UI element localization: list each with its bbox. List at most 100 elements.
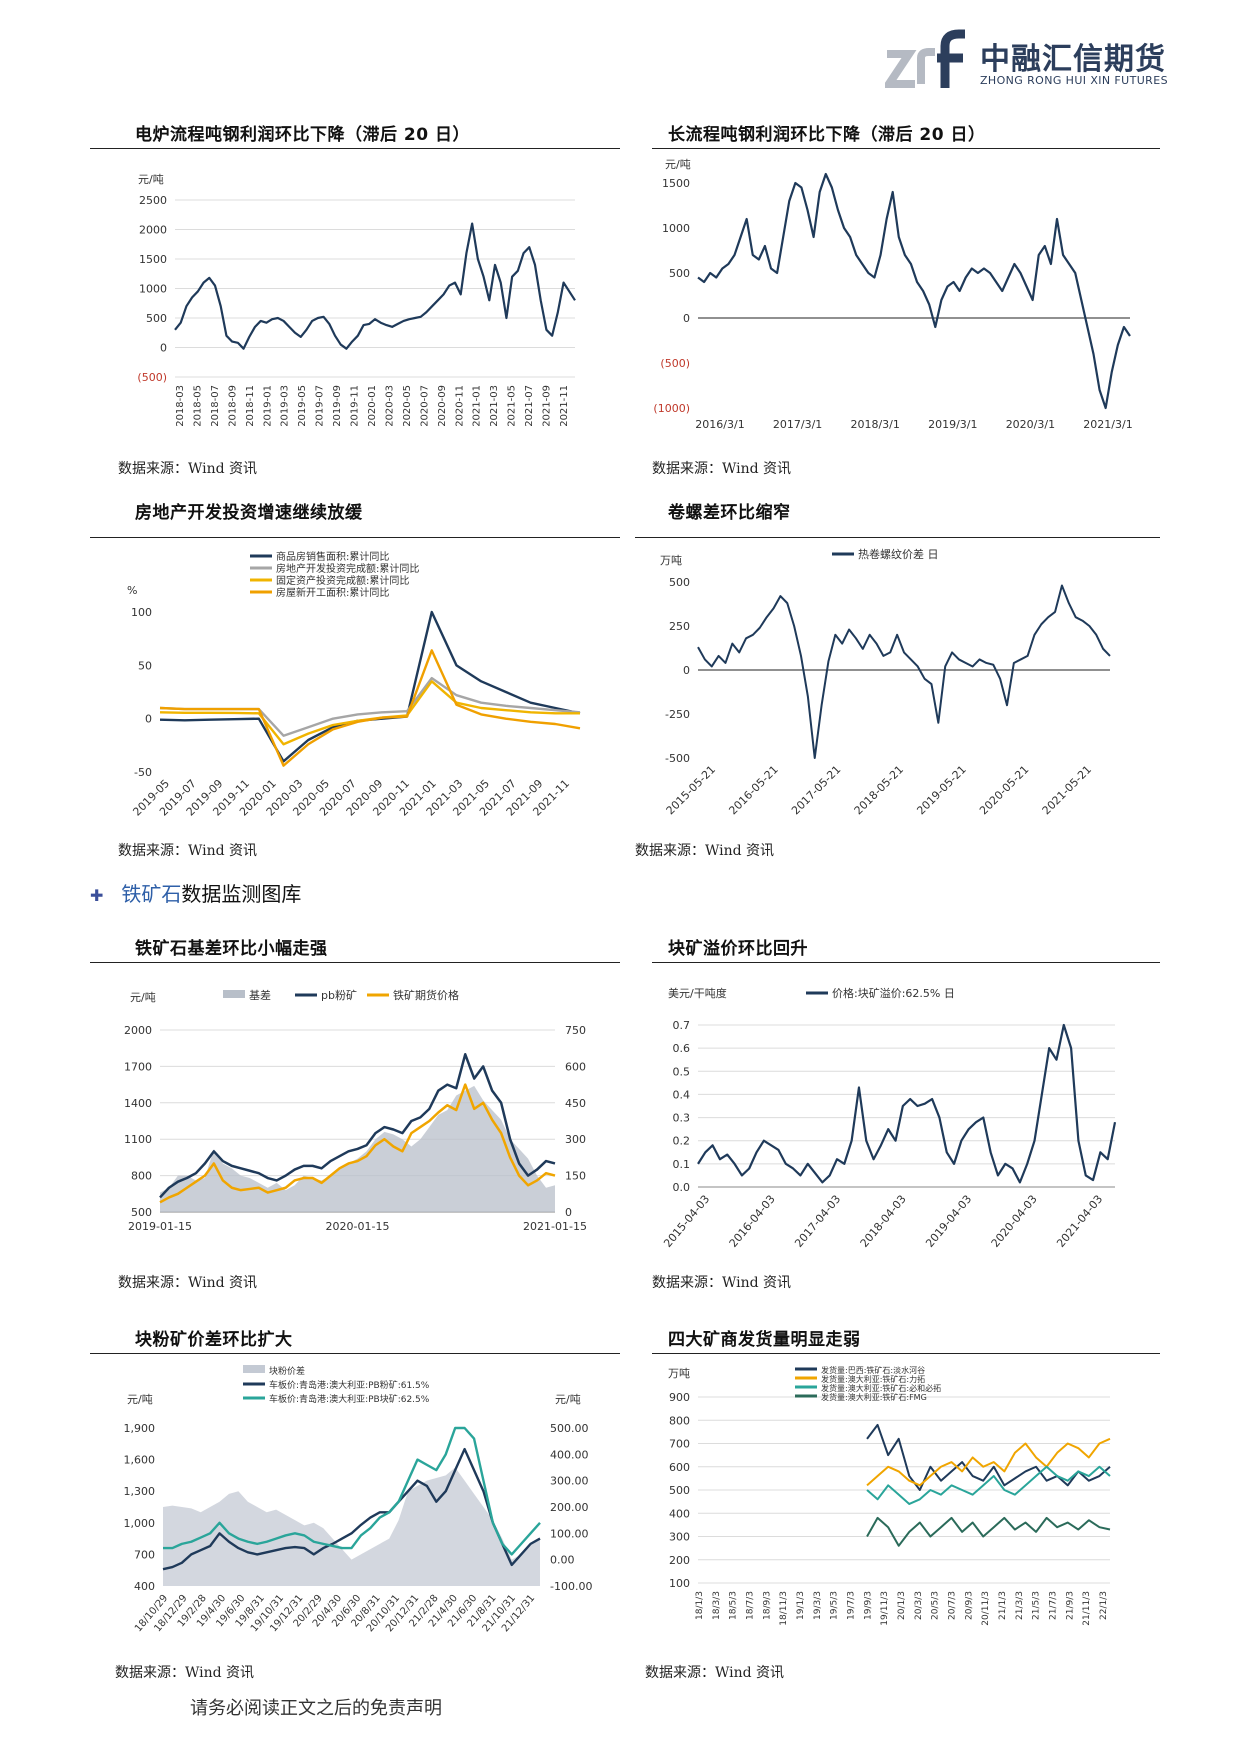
y-tick-label-right: -100.00 <box>550 1580 592 1593</box>
y-tick-label: 2000 <box>124 1024 152 1037</box>
axis-unit-label: 元/吨 <box>127 1393 153 1406</box>
axis-unit-label: 万吨 <box>668 1367 690 1380</box>
chart-3-title: 房地产开发投资增速继续放缓 <box>135 503 363 523</box>
y-tick-label-right: 400.00 <box>550 1448 589 1461</box>
y-tick-label: 0.4 <box>673 1088 691 1101</box>
y-tick-label-right: 150 <box>565 1170 586 1183</box>
chart-4-title: 卷螺差环比缩窄 <box>668 503 791 523</box>
y-tick-label: 500 <box>131 1206 152 1219</box>
x-tick-label: 2020-07 <box>419 385 430 427</box>
y-tick-label-right: 0.00 <box>550 1554 575 1567</box>
y-tick-label: 1400 <box>124 1097 152 1110</box>
x-tick-label: 19/5/3 <box>830 1591 840 1620</box>
y-tick-label: 1700 <box>124 1060 152 1073</box>
x-tick-label: 2021-09 <box>542 385 553 427</box>
x-tick-label: 2019-01 <box>262 385 273 427</box>
real-estate-investment-chart: %100500-502019-052019-072019-092019-1120… <box>127 550 581 819</box>
legend-label: 热卷螺纹价差 日 <box>858 547 939 561</box>
x-tick-label: 2019-04-03 <box>923 1193 974 1250</box>
legend-label: 车板价:青岛港:澳大利亚:PB粉矿:61.5% <box>269 1379 430 1391</box>
divider <box>652 148 1160 149</box>
y-tick-label: 1,600 <box>124 1454 156 1467</box>
series-2-line <box>159 1053 556 1199</box>
chart-3-source: 数据来源：Wind 资讯 <box>118 843 258 859</box>
legend-label: 发货量:澳大利亚:铁矿石:FMG <box>821 1392 927 1402</box>
y-tick-label: 0.7 <box>673 1019 691 1032</box>
x-tick-label: 21/9/3 <box>1065 1591 1075 1620</box>
legend-label: 房屋新开工面积:累计同比 <box>276 586 389 599</box>
series-1-area <box>160 1085 555 1212</box>
axis-unit-label: 元/吨 <box>138 173 164 186</box>
x-tick-label: 2018-05 <box>192 385 203 427</box>
y-tick-label: 400 <box>134 1580 155 1593</box>
x-tick-label: 18/7/3 <box>746 1591 756 1620</box>
x-tick-label: 21/5/3 <box>1032 1591 1042 1620</box>
x-tick-label: 2020-05-21 <box>977 763 1031 817</box>
x-tick-label: 2021/3/1 <box>1083 418 1132 431</box>
chart-1-title: 电炉流程吨钢利润环比下降（滞后 20 日） <box>135 125 470 145</box>
y-tick-label-right: 300.00 <box>550 1475 589 1488</box>
y-tick-label: 0.1 <box>673 1158 691 1171</box>
series-1-line <box>866 1423 1111 1491</box>
y-tick-label: 500 <box>146 312 167 325</box>
big-four-shipments-chart: 万吨 900 800 700 600 500 400 300 200 100 18/1/3 18/3/… <box>668 1365 1111 1626</box>
legend-swatch <box>243 1365 265 1373</box>
y-tick-label: -250 <box>665 708 690 721</box>
series-1-area <box>163 1467 540 1586</box>
series-1-line <box>174 222 576 350</box>
y-tick-label: 0 <box>145 713 152 726</box>
x-tick-label: 2016/3/1 <box>695 418 744 431</box>
legend-label: 价格:块矿溢价:62.5% 日 <box>832 986 955 1000</box>
x-tick-label: 2020-01-15 <box>326 1220 390 1233</box>
x-tick-label: 20/3/3 <box>914 1591 924 1620</box>
series-3-line <box>866 1465 1111 1505</box>
axis-unit-label: 美元/干吨度 <box>668 986 727 1000</box>
series-2-line <box>866 1437 1111 1487</box>
x-tick-label: 2019-03 <box>280 385 291 427</box>
y-tick-label: 500 <box>669 576 690 589</box>
x-tick-label: 2016-05-21 <box>726 763 780 817</box>
x-tick-label: 19/7/3 <box>847 1591 857 1620</box>
x-tick-label: 2019-05-21 <box>914 763 968 817</box>
y-tick-label: -500 <box>665 752 690 765</box>
x-tick-label: 2020/3/1 <box>1006 418 1055 431</box>
y-tick-label: (500) <box>660 357 690 370</box>
series-1-line <box>697 584 1111 759</box>
x-tick-label: 2020-09 <box>437 385 448 427</box>
x-tick-label: 2021-04-03 <box>1054 1193 1105 1250</box>
long-process-profit-chart: 元/吨 1500 1000 500 0 (500) (1000) 2016/3/1 2017/3… <box>653 158 1132 431</box>
legend-label: 发货量:澳大利亚:铁矿石:力拓 <box>821 1374 925 1384</box>
series-1-line <box>697 1023 1117 1184</box>
axis-unit-label-right: 元/吨 <box>555 1393 581 1406</box>
divider <box>635 537 1160 538</box>
section-heading-highlight: 铁矿石 <box>121 882 182 906</box>
series-2-line <box>159 676 581 737</box>
chart-6-title: 块矿溢价环比回升 <box>668 939 808 959</box>
y-tick-label-right: 300 <box>565 1133 586 1146</box>
legend-label: 房地产开发投资完成额:累计同比 <box>276 562 419 575</box>
chart-7-title: 块粉矿价差环比扩大 <box>135 1330 293 1350</box>
y-tick-label: 400 <box>669 1507 690 1520</box>
x-tick-label: 19/1/3 <box>796 1591 806 1620</box>
y-tick-label: 500 <box>669 1484 690 1497</box>
x-tick-label: 2015-04-03 <box>661 1193 712 1250</box>
chart-8-source: 数据来源：Wind 资讯 <box>645 1665 785 1681</box>
legend-label: 铁矿期货价格 <box>393 988 459 1002</box>
divider <box>652 962 1160 963</box>
x-tick-label: 2021-05 <box>507 385 518 427</box>
x-tick-label: 2021-05-21 <box>1040 763 1094 817</box>
y-tick-label: 1500 <box>662 177 690 190</box>
chart-1-source: 数据来源：Wind 资讯 <box>118 461 258 477</box>
y-tick-label: 600 <box>669 1461 690 1474</box>
chart-6-source: 数据来源：Wind 资讯 <box>652 1275 792 1291</box>
series-2-line <box>162 1447 541 1571</box>
series-4-line <box>159 649 581 767</box>
x-tick-label: 2020-01 <box>367 385 378 427</box>
x-tick-label: 20/1/3 <box>897 1591 907 1620</box>
chart-7-source: 数据来源：Wind 资讯 <box>115 1665 255 1681</box>
legend-label: 基差 <box>249 988 271 1002</box>
x-tick-label: 19/3/3 <box>813 1591 823 1620</box>
y-tick-label: 700 <box>134 1548 155 1561</box>
y-tick-label: (500) <box>137 371 167 384</box>
x-tick-label: 2017-04-03 <box>792 1193 843 1250</box>
